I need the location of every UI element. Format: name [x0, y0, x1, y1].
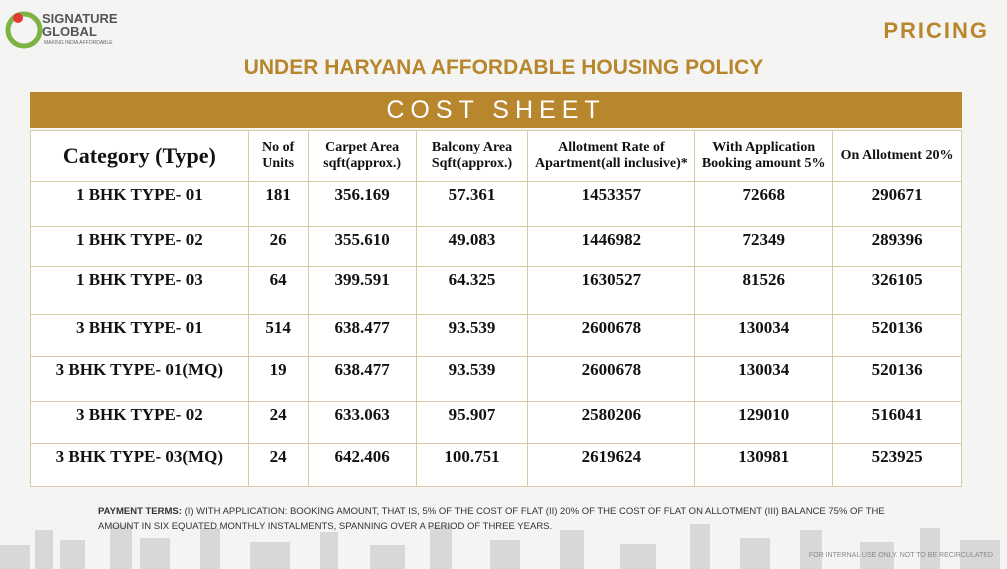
table-cell: 633.063: [307, 401, 417, 444]
table-cell: 129010: [694, 401, 834, 444]
cost-table: Category (Type) No of Units Carpet Area sq…: [30, 130, 962, 487]
subtitle: COST SHEET: [30, 92, 962, 128]
payment-terms: PAYMENT TERMS: (I) WITH APPLICATION: BOO…: [98, 504, 918, 534]
table-cell: 181: [247, 181, 309, 227]
table-cell: 2600678: [527, 314, 696, 357]
table-cell: 100.751: [415, 443, 529, 487]
table-cell: 1 BHK TYPE- 03: [30, 266, 249, 315]
table-cell: 290671: [832, 181, 962, 227]
table-cell: 3 BHK TYPE- 03(MQ): [30, 443, 249, 487]
table-cell: 93.539: [415, 356, 529, 402]
brand: SIGNATURE GLOBAL: [42, 11, 118, 39]
table-cell: 520136: [832, 314, 962, 357]
table-cell: 1 BHK TYPE- 01: [30, 181, 249, 227]
footer: FOR INTERNAL USE ONLY. NOT TO BE RECIRCU…: [808, 552, 993, 559]
table-cell: 72668: [694, 181, 834, 227]
table-cell: 399.591: [307, 266, 417, 315]
table-cell: 3 BHK TYPE- 02: [30, 401, 249, 444]
table-row: 1 BHK TYPE- 03 64 399.591 64.325 1630527 8152…: [30, 266, 962, 315]
table-cell: 95.907: [415, 401, 529, 444]
tagline: MAKING INDIA AFFORDABLE: [44, 40, 113, 46]
title: UNDER HARYANA AFFORDABLE HOUSING POLICY: [243, 56, 764, 79]
table-cell: 2580206: [527, 401, 696, 444]
payment-terms-text: (I) WITH APPLICATION: BOOKING AMOUNT, TH…: [98, 506, 885, 532]
table-cell: 81526: [694, 266, 834, 315]
table-cell: 19: [247, 356, 309, 402]
table-cell: 24: [247, 443, 309, 487]
table-row: 1 BHK TYPE- 01 181 356.169 57.361 1453357 726…: [30, 181, 962, 227]
table-row: 3 BHK TYPE- 03(MQ) 24 642.406 100.751 261962…: [30, 443, 962, 487]
table-cell: 49.083: [415, 226, 529, 267]
table-cell: 638.477: [307, 314, 417, 357]
column-header: On Allotment 20%: [832, 130, 962, 182]
table-cell: 26: [247, 226, 309, 267]
logo: [5, 11, 43, 49]
table-cell: 642.406: [307, 443, 417, 487]
table-cell: 24: [247, 401, 309, 444]
table-cell: 355.610: [307, 226, 417, 267]
table-cell: 93.539: [415, 314, 529, 357]
table-cell: 64.325: [415, 266, 529, 315]
column-header: Allotment Rate of Apartment(all inclusiv…: [527, 130, 696, 182]
column-header: Carpet Area sqft(approx.): [307, 130, 417, 182]
table-cell: 516041: [832, 401, 962, 444]
column-header: Category (Type): [30, 130, 249, 182]
table-cell: 1446982: [527, 226, 696, 267]
column-header: Balcony Area Sqft(approx.): [415, 130, 529, 182]
column-header: With Application Booking amount 5%: [694, 130, 834, 182]
section-title: PRICING: [883, 18, 989, 43]
table-cell: 1453357: [527, 181, 696, 227]
table-row: 3 BHK TYPE- 01 514 638.477 93.539 2600678 130…: [30, 314, 962, 357]
table-row: 1 BHK TYPE- 02 26 355.610 49.083 1446982 7234…: [30, 226, 962, 267]
table-cell: 130034: [694, 314, 834, 357]
table-row: 3 BHK TYPE- 01(MQ) 19 638.477 93.539 2600678…: [30, 356, 962, 402]
table-cell: 1630527: [527, 266, 696, 315]
table-cell: 326105: [832, 266, 962, 315]
table-row: 3 BHK TYPE- 02 24 633.063 95.907 2580206 1290…: [30, 401, 962, 444]
payment-terms-label: PAYMENT TERMS:: [98, 506, 182, 517]
table-cell: 3 BHK TYPE- 01: [30, 314, 249, 357]
header-row: Category (Type) No of Units Carpet Area sq…: [30, 130, 962, 182]
table-cell: 72349: [694, 226, 834, 267]
skyline: [0, 524, 1000, 569]
table-cell: 3 BHK TYPE- 01(MQ): [30, 356, 249, 402]
table-cell: 514: [247, 314, 309, 357]
table-cell: 130034: [694, 356, 834, 402]
table-cell: 57.361: [415, 181, 529, 227]
table-cell: 356.169: [307, 181, 417, 227]
table-cell: 64: [247, 266, 309, 315]
column-header: No of Units: [247, 130, 309, 182]
table-cell: 523925: [832, 443, 962, 487]
table-cell: 1 BHK TYPE- 02: [30, 226, 249, 267]
table-cell: 520136: [832, 356, 962, 402]
table-cell: 2619624: [527, 443, 696, 487]
table-cell: 2600678: [527, 356, 696, 402]
table-cell: 130981: [694, 443, 834, 487]
table-cell: 638.477: [307, 356, 417, 402]
table-cell: 289396: [832, 226, 962, 267]
